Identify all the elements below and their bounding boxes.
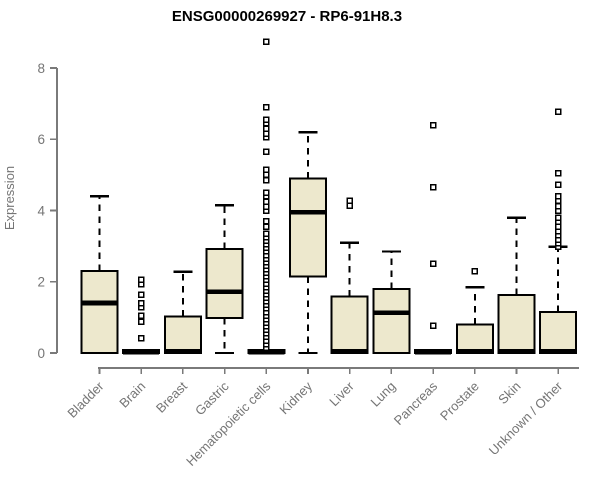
outlier-point xyxy=(137,291,145,299)
outlier-point xyxy=(263,130,270,138)
outlier-point xyxy=(137,318,145,325)
box xyxy=(80,270,119,354)
outlier-point xyxy=(429,121,437,129)
box xyxy=(497,293,536,354)
y-tick-label: 6 xyxy=(37,132,45,147)
y-tick-label: 2 xyxy=(37,275,45,290)
x-tick-label: Bladder xyxy=(64,378,107,421)
x-tick-label: Prostate xyxy=(437,379,482,424)
y-tick-label: 0 xyxy=(37,346,45,361)
outlier-point xyxy=(263,189,270,196)
outlier-point xyxy=(263,116,270,123)
outlier-point xyxy=(554,169,562,177)
outlier-point xyxy=(137,299,145,307)
chart-title: ENSG00000269927 - RP6-91H8.3 xyxy=(172,8,402,25)
outlier-point xyxy=(263,166,270,173)
outlier-point xyxy=(137,334,145,342)
x-tick-label: Unknown / Other xyxy=(486,378,566,458)
outlier-point xyxy=(263,103,270,111)
outlier-point xyxy=(263,198,270,205)
box xyxy=(205,247,244,320)
outlier-point xyxy=(263,38,270,46)
box xyxy=(455,323,494,354)
outlier-point xyxy=(554,202,562,210)
y-axis-title: Expression xyxy=(2,166,17,230)
outlier-point xyxy=(554,108,562,116)
x-tick-label: Kidney xyxy=(276,378,315,417)
outlier-point xyxy=(429,260,437,268)
outlier-point xyxy=(471,267,479,275)
box xyxy=(372,287,411,354)
x-tick-label: Liver xyxy=(326,378,357,409)
outlier-point xyxy=(554,214,562,221)
outlier-point xyxy=(429,184,437,191)
outlier-point xyxy=(554,193,562,200)
x-tick-label: Gastric xyxy=(192,378,232,418)
outlier-point xyxy=(137,312,145,320)
outlier-point xyxy=(263,176,270,184)
outlier-point xyxy=(263,171,270,179)
x-tick-label: Skin xyxy=(495,379,523,407)
x-tick-label: Pancreas xyxy=(391,378,441,428)
outlier-point xyxy=(263,125,270,132)
x-tick-label: Lung xyxy=(367,379,398,410)
outlier-point xyxy=(137,276,145,284)
y-tick-label: 4 xyxy=(37,203,45,218)
outlier-point xyxy=(346,197,353,205)
box xyxy=(163,315,202,355)
outlier-point xyxy=(263,148,270,155)
box xyxy=(539,311,578,354)
outlier-point xyxy=(263,223,270,230)
y-tick-label: 8 xyxy=(37,61,45,76)
x-tick-label: Brain xyxy=(116,379,148,411)
box xyxy=(289,177,327,278)
outlier-point xyxy=(263,230,270,237)
outlier-point xyxy=(263,203,270,211)
outlier-point xyxy=(263,217,270,225)
x-tick-label: Breast xyxy=(153,378,190,415)
box xyxy=(330,295,369,354)
outlier-point xyxy=(554,181,562,189)
outlier-point xyxy=(429,322,437,330)
